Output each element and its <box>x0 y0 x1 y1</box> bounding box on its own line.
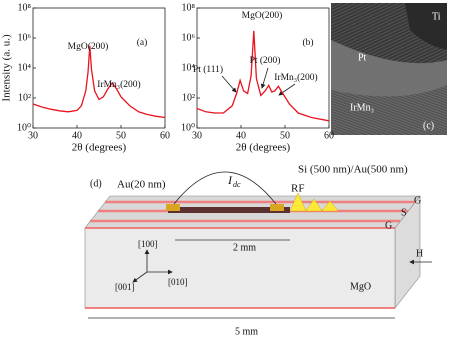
panel-label: (c) <box>423 120 434 131</box>
device-diagram: (d) Au(20 nm) I dc Si (500 nm)/Au(500 nm… <box>84 164 432 337</box>
y-tick-label: 10² <box>182 92 195 103</box>
annotation: (b) <box>302 37 313 48</box>
diagram-label: H <box>416 248 423 259</box>
x-tick-label: 40 <box>236 130 246 141</box>
panel-label: (d) <box>90 178 102 189</box>
y-tick-label: 10⁶ <box>18 32 32 43</box>
annotation: IrMn₃(200) <box>97 79 140 90</box>
x-tick-label: 30 <box>192 130 202 141</box>
x-tick-label: 60 <box>324 130 334 141</box>
annotation: Pt (111) <box>193 64 223 75</box>
tem-label: Pt <box>358 52 367 63</box>
diagram-label: 5 mm <box>235 326 258 337</box>
axis-label: [010] <box>168 277 188 287</box>
tem-image: Ti Pt IrMn₃ (c) <box>331 3 447 135</box>
xrd-curve <box>196 30 330 122</box>
x-tick-label: 50 <box>116 130 126 141</box>
arrows <box>221 67 296 96</box>
axis-label: [100] <box>138 239 158 249</box>
x-tick-label: 60 <box>160 130 170 141</box>
x-tick-label: 40 <box>72 130 82 141</box>
diagram-label: Au(20 nm) <box>117 179 166 191</box>
x-tick-label: 30 <box>28 130 38 141</box>
y-tick-label: 10⁰ <box>181 122 195 133</box>
line-label: S <box>401 207 407 218</box>
diagram-label: MgO <box>350 281 371 292</box>
y-tick-label: 10⁶ <box>182 32 196 43</box>
y-axis-label: Intensity (a. u.) <box>1 34 13 102</box>
xrd-curve <box>32 45 166 119</box>
annotation: IrMn₃(200) <box>274 72 317 83</box>
tem-label: IrMn₃ <box>350 102 374 113</box>
y-tick-label: 10² <box>18 92 31 103</box>
current-symbol: I <box>227 173 233 187</box>
axis-label: [001] <box>115 282 135 292</box>
diagram-label: RF <box>291 183 304 195</box>
line-label: G <box>414 195 421 206</box>
x-axis-label: 2θ (degrees) <box>72 142 127 154</box>
diagram-label: 2 mm <box>233 242 256 253</box>
annotation: (a) <box>137 37 148 48</box>
y-tick-label: 10⁸ <box>182 2 196 13</box>
line-label: G <box>385 220 392 231</box>
y-tick-label: 10⁴ <box>18 62 32 73</box>
y-tick-label: 10⁰ <box>17 122 31 133</box>
annotation: MgO(200) <box>68 41 109 52</box>
x-tick-label: 50 <box>280 130 290 141</box>
annotation: MgO(200) <box>242 10 283 21</box>
current-subscript: dc <box>233 180 241 189</box>
tem-label: Ti <box>432 11 441 22</box>
x-axis-label: 2θ (degrees) <box>236 142 291 154</box>
y-tick-label: 10⁸ <box>18 2 32 13</box>
annotation: Pt (200) <box>250 55 281 66</box>
y-tick-label: 10⁴ <box>182 62 196 73</box>
diagram-label: Si (500 nm)/Au(500 nm) <box>298 164 408 176</box>
